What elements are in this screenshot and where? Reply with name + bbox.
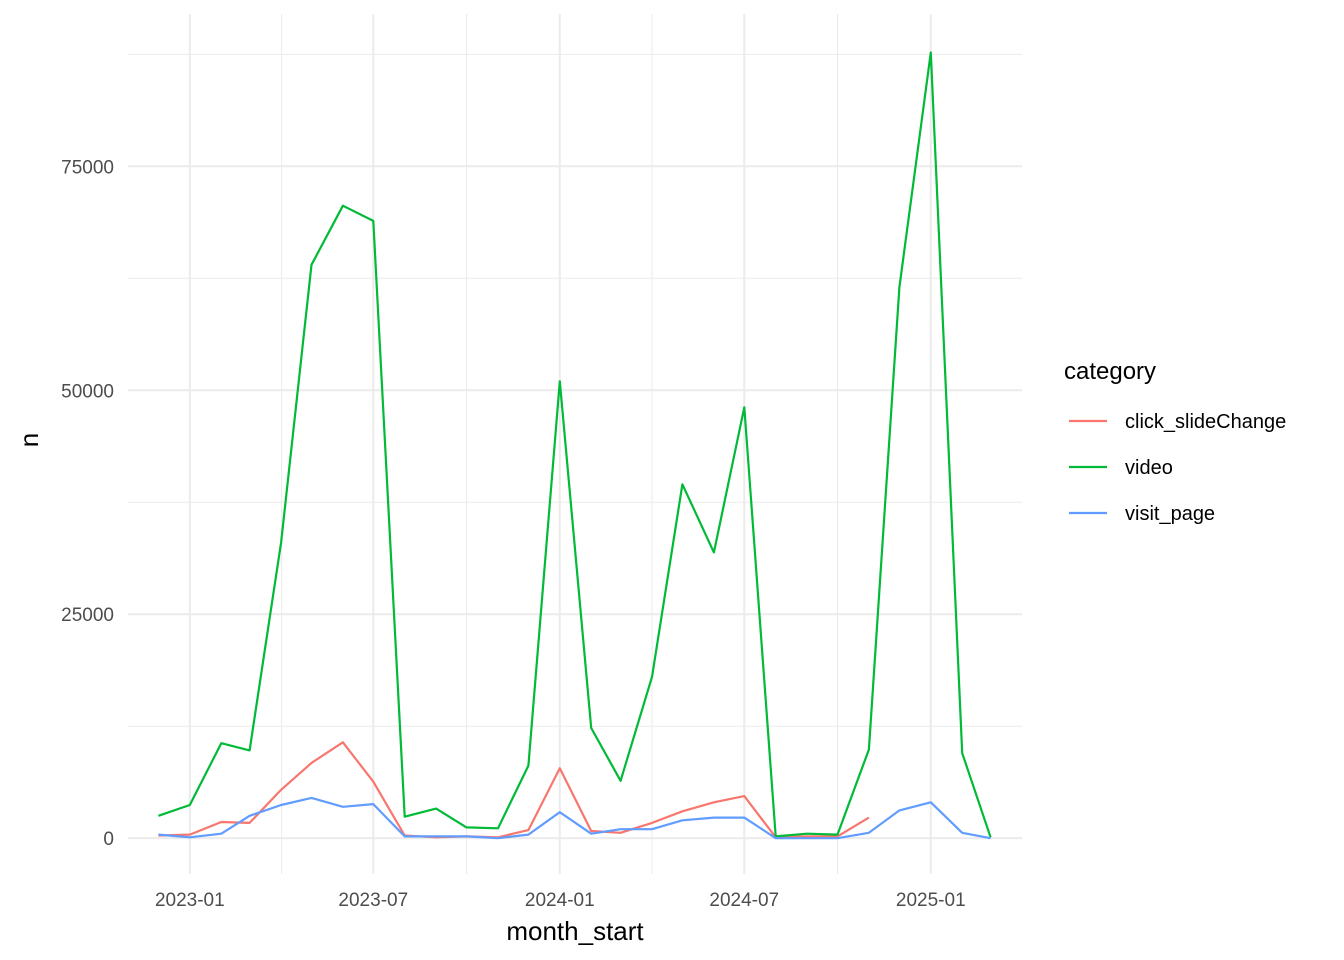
x-tick-label: 2024-01 <box>525 890 595 911</box>
x-tick-label: 2023-07 <box>338 890 408 911</box>
series-line-visit-page <box>158 796 991 840</box>
y-axis-ticks: 0 25000 50000 75000 <box>61 157 114 850</box>
y-axis-title: n <box>14 433 44 447</box>
x-tick-label: 2025-01 <box>896 890 966 911</box>
legend-label: visit_page <box>1125 503 1215 525</box>
y-tick-label: 50000 <box>61 381 114 402</box>
series-lines <box>158 51 992 840</box>
legend-label: click_slideChange <box>1125 411 1286 433</box>
legend-item: video <box>1069 457 1173 479</box>
y-tick-label: 75000 <box>61 157 114 178</box>
y-tick-label: 0 <box>103 829 114 850</box>
minor-grid <box>128 14 1022 874</box>
y-tick-label: 25000 <box>61 605 114 626</box>
major-grid <box>128 14 1022 874</box>
legend-title: category <box>1064 358 1156 385</box>
x-axis-ticks: 2023-01 2023-07 2024-01 2024-07 2025-01 <box>155 890 966 911</box>
series-line-click-slidechange <box>158 741 870 839</box>
legend-item: click_slideChange <box>1069 411 1286 433</box>
legend-item: visit_page <box>1069 503 1215 525</box>
x-tick-label: 2023-01 <box>155 890 225 911</box>
legend-label: video <box>1125 457 1173 479</box>
x-axis-title: month_start <box>506 916 644 946</box>
x-tick-label: 2024-07 <box>709 890 779 911</box>
series-line-video <box>158 51 992 838</box>
